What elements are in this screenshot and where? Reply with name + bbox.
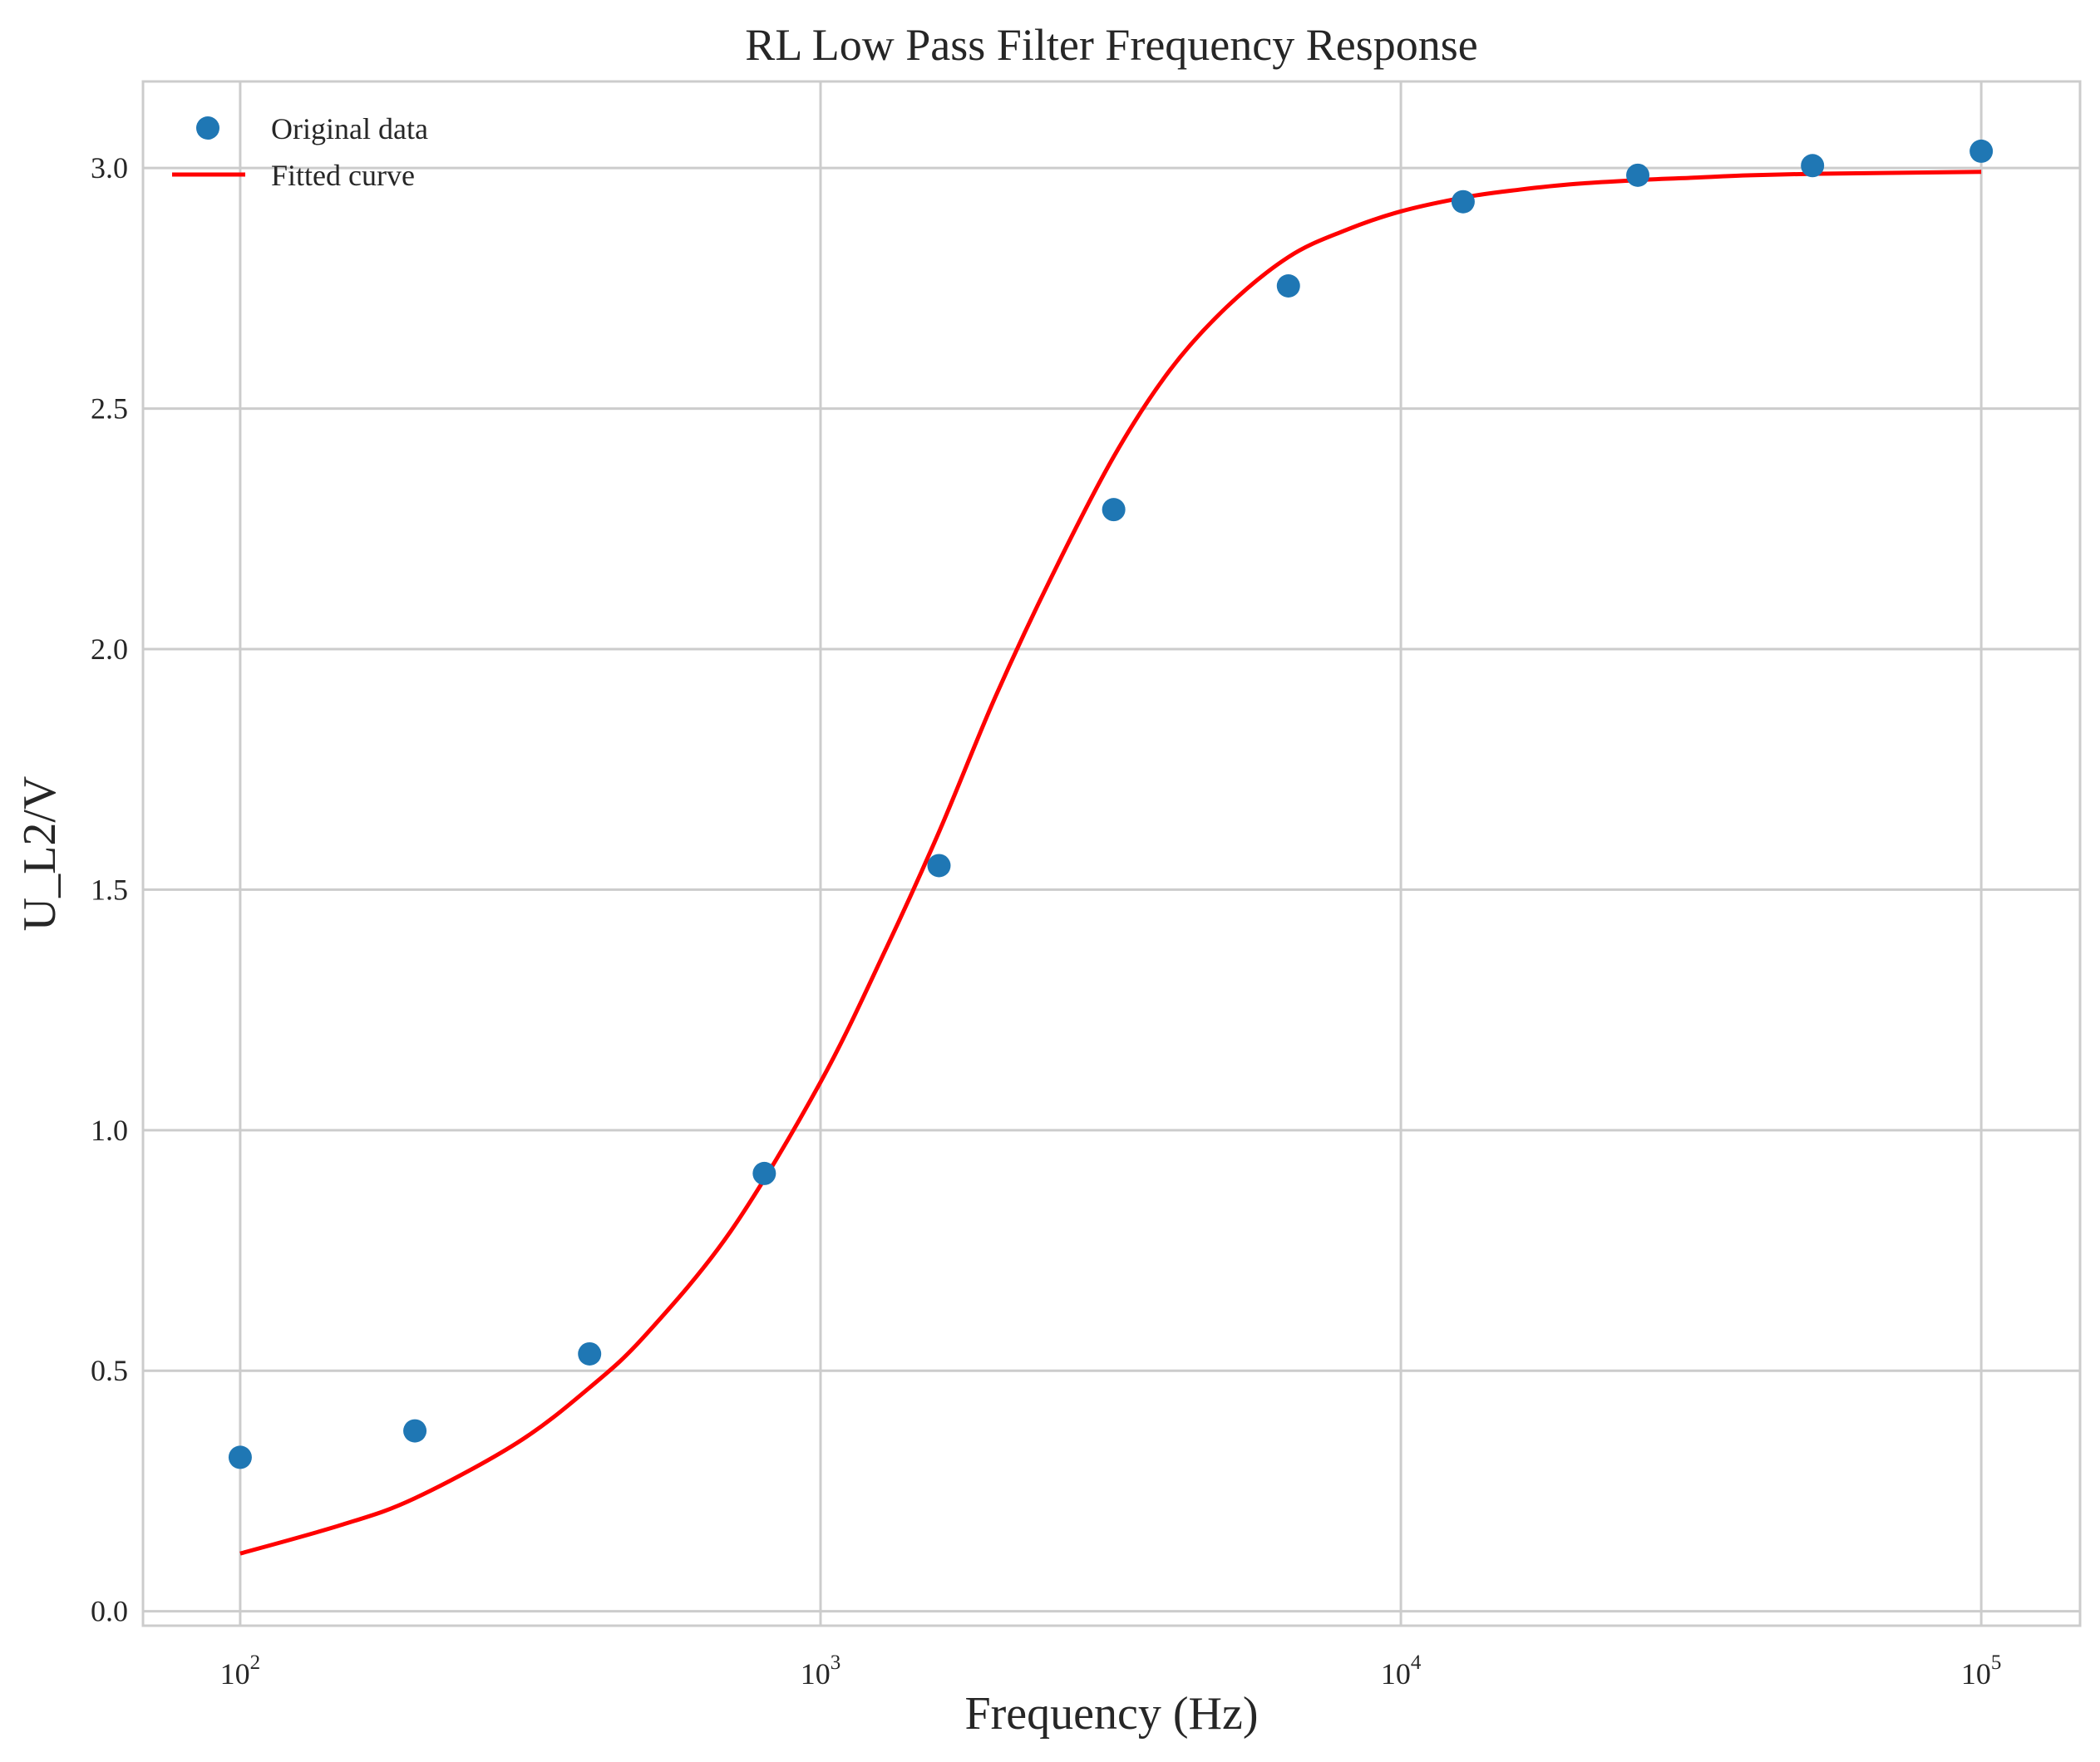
y-tick-label: 1.5: [91, 873, 128, 906]
x-axis-label: Frequency (Hz): [965, 1688, 1259, 1740]
data-point: [1102, 498, 1126, 522]
data-point: [1276, 273, 1300, 298]
data-point: [927, 854, 951, 878]
data-point: [1626, 163, 1650, 187]
y-tick-label: 2.5: [91, 392, 128, 426]
x-tick-label: 102: [220, 1651, 261, 1691]
data-point: [403, 1419, 427, 1443]
x-tick-label: 104: [1381, 1651, 1422, 1691]
y-tick-label: 0.5: [91, 1354, 128, 1387]
data-points-layer: [228, 139, 1994, 1469]
data-point: [1801, 154, 1825, 178]
y-tick-label: 3.0: [91, 151, 128, 185]
y-tick-labels: 0.0 0.5 1.0 1.5 2.0 2.5 3.0: [91, 151, 128, 1627]
legend-marker-original-data: [196, 116, 219, 140]
chart-title: RL Low Pass Filter Frequency Response: [745, 20, 1477, 70]
legend: Original data Fitted curve: [172, 112, 428, 192]
x-tick-label: 105: [1961, 1651, 2002, 1691]
data-point: [228, 1445, 252, 1469]
x-tick-label: 103: [801, 1651, 841, 1691]
x-tick-labels: 102 103 104 105: [220, 1651, 2002, 1691]
grid-lines: [143, 81, 2080, 1626]
data-point: [1451, 189, 1475, 214]
data-point: [1969, 139, 1994, 163]
data-point: [578, 1341, 602, 1366]
y-tick-label: 2.0: [91, 632, 128, 666]
y-axis-label: U_L2/V: [14, 776, 66, 932]
y-tick-label: 0.0: [91, 1595, 128, 1628]
legend-label-original-data: Original data: [271, 112, 428, 145]
legend-label-fitted-curve: Fitted curve: [271, 159, 415, 192]
data-point: [752, 1161, 776, 1185]
plot-frame: [141, 80, 2082, 1627]
y-tick-label: 1.0: [91, 1114, 128, 1147]
